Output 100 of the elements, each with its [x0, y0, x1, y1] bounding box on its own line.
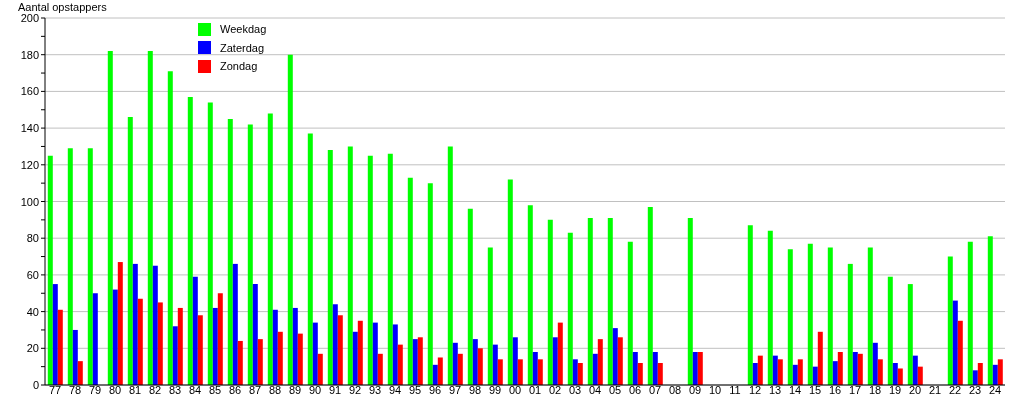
bar	[992, 364, 998, 385]
bar	[887, 276, 893, 385]
bar	[787, 249, 793, 385]
bar	[852, 351, 858, 385]
bar	[147, 51, 153, 385]
bar	[172, 326, 178, 385]
bar	[757, 355, 763, 385]
bar	[407, 177, 413, 385]
bar	[277, 331, 283, 385]
bar	[467, 208, 473, 385]
bar	[192, 276, 198, 385]
x-tick-label: 05	[608, 383, 622, 396]
bar	[457, 353, 463, 385]
bar	[287, 54, 293, 385]
bar	[367, 155, 373, 385]
bar	[317, 353, 323, 385]
bar	[792, 364, 798, 385]
y-tick-label: 40	[26, 305, 39, 318]
bar	[427, 183, 433, 385]
bar	[437, 357, 443, 385]
bar	[872, 342, 878, 385]
bar	[697, 351, 703, 385]
bar	[112, 289, 118, 385]
bar	[117, 262, 123, 385]
x-tick-label: 23	[968, 383, 982, 396]
bar	[447, 146, 453, 385]
bar	[997, 359, 1003, 385]
bar	[692, 351, 698, 385]
bar	[537, 359, 543, 385]
bar	[687, 218, 693, 385]
bar	[897, 368, 903, 385]
x-tick-label: 06	[628, 383, 642, 396]
bar	[67, 148, 73, 385]
x-tick-label: 01	[528, 383, 542, 396]
x-tick-label: 94	[388, 383, 402, 396]
x-tick-label: 21	[928, 383, 942, 396]
bar	[967, 241, 973, 385]
bar	[227, 118, 233, 385]
bar	[472, 339, 478, 385]
x-tick-label: 79	[88, 383, 102, 396]
bar	[807, 243, 813, 385]
x-tick-label: 19	[888, 383, 902, 396]
legend-label: Zaterdag	[220, 41, 265, 54]
bar	[552, 337, 558, 385]
bar	[507, 179, 513, 385]
bar	[952, 300, 958, 385]
bar	[547, 219, 553, 385]
x-tick-label: 24	[988, 383, 1002, 396]
bar	[132, 263, 138, 385]
x-tick-label: 91	[328, 383, 342, 396]
bar	[92, 293, 98, 385]
x-tick-label: 92	[348, 383, 362, 396]
x-tick-label: 16	[828, 383, 842, 396]
bar	[877, 359, 883, 385]
bar	[857, 353, 863, 385]
bar	[52, 284, 58, 385]
bar	[312, 322, 318, 385]
x-tick-label: 99	[488, 383, 502, 396]
bar	[627, 241, 633, 385]
bar	[337, 315, 343, 385]
bar	[332, 304, 338, 385]
bar	[577, 362, 583, 385]
bar	[137, 298, 143, 385]
bar	[512, 337, 518, 385]
bar	[567, 232, 573, 385]
x-tick-label: 04	[588, 383, 602, 396]
x-tick-label: 03	[568, 383, 582, 396]
y-tick-label: 100	[20, 195, 39, 208]
y-tick-label: 200	[20, 12, 39, 24]
bar	[777, 359, 783, 385]
bar	[987, 236, 993, 385]
bar	[652, 351, 658, 385]
bar	[212, 307, 218, 385]
bar	[532, 351, 538, 385]
bar	[72, 329, 78, 385]
bar	[292, 307, 298, 385]
bar	[657, 362, 663, 385]
bar	[617, 337, 623, 385]
bar	[57, 309, 63, 385]
bar	[647, 207, 653, 385]
bar	[452, 342, 458, 385]
x-tick-label: 14	[788, 383, 802, 396]
bar	[907, 284, 913, 385]
bar	[357, 320, 363, 385]
bar	[637, 362, 643, 385]
bar	[412, 339, 418, 385]
x-tick-label: 20	[908, 383, 922, 396]
bar	[307, 133, 313, 385]
x-tick-label: 77	[48, 383, 62, 396]
bar	[107, 51, 113, 385]
x-tick-label: 10	[708, 383, 722, 396]
bar	[767, 230, 773, 385]
bar	[492, 344, 498, 385]
bar	[177, 307, 183, 385]
x-tick-label: 89	[288, 383, 302, 396]
bar	[797, 359, 803, 385]
y-tick-label: 160	[20, 85, 39, 98]
y-tick-label: 140	[20, 122, 39, 135]
y-tick-label: 20	[26, 342, 39, 355]
bar	[912, 355, 918, 385]
